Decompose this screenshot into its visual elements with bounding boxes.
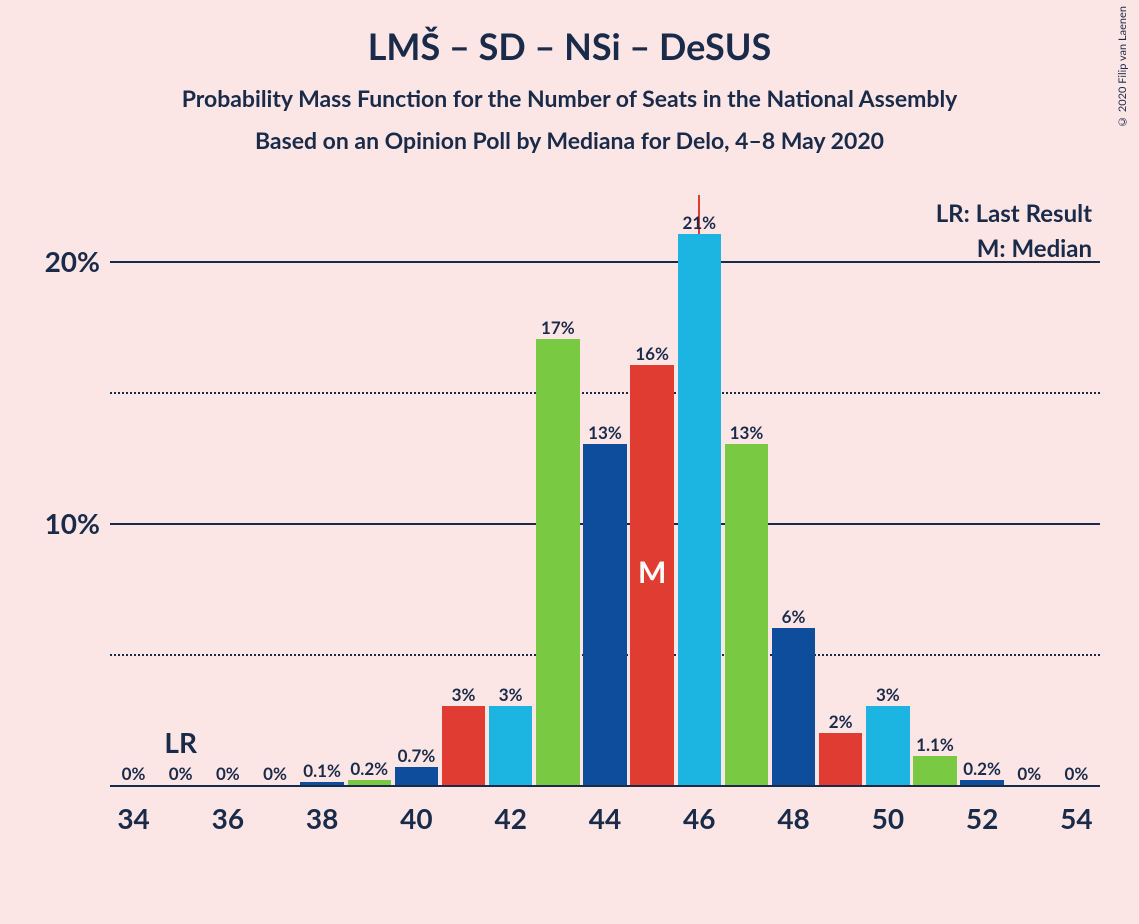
bar — [348, 780, 391, 785]
bar-value-label: 0% — [1026, 763, 1126, 784]
bar — [678, 234, 721, 785]
x-axis-tick: 40 — [400, 801, 432, 835]
chart-subtitle-1: Probability Mass Function for the Number… — [0, 68, 1139, 112]
y-axis-label: 20% — [45, 244, 100, 278]
bar-value-label: 1.1% — [885, 734, 985, 755]
bar — [442, 706, 485, 785]
y-axis-label: 10% — [45, 506, 100, 540]
x-axis-tick: 54 — [1060, 801, 1092, 835]
legend-lr: LR: Last Result — [936, 199, 1092, 228]
bar-value-label: 17% — [508, 317, 608, 338]
plot-area: LR: Last Result M: Median 10%20%0%0%0%0%… — [110, 195, 1100, 845]
x-axis-tick: 50 — [872, 801, 904, 835]
x-axis-tick: 52 — [966, 801, 998, 835]
lr-marker: LR — [164, 725, 197, 759]
chart-subtitle-2: Based on an Opinion Poll by Mediana for … — [0, 112, 1139, 154]
x-axis-tick: 36 — [212, 801, 244, 835]
median-marker: M — [638, 554, 666, 590]
chart-area: LR: Last Result M: Median 10%20%0%0%0%0%… — [110, 195, 1100, 845]
gridline — [110, 392, 1100, 394]
legend-m: M: Median — [936, 234, 1092, 263]
bar — [395, 767, 438, 785]
x-axis-tick: 48 — [777, 801, 809, 835]
bar-value-label: 21% — [649, 212, 749, 233]
x-axis-tick: 38 — [306, 801, 338, 835]
chart-title: LMŠ – SD – NSi – DeSUS — [0, 0, 1139, 68]
bar — [489, 706, 532, 785]
bar — [772, 628, 815, 785]
bar — [819, 733, 862, 785]
x-axis-tick: 42 — [494, 801, 526, 835]
x-axis-tick: 34 — [117, 801, 149, 835]
bar-value-label: 6% — [744, 606, 844, 627]
legend: LR: Last Result M: Median — [936, 199, 1092, 269]
gridline — [110, 261, 1100, 263]
copyright-label: © 2020 Filip van Laenen — [1116, 6, 1129, 128]
bar — [536, 339, 579, 785]
x-axis-tick: 46 — [683, 801, 715, 835]
bar-value-label: 13% — [696, 422, 796, 443]
x-axis — [110, 785, 1100, 787]
bar — [583, 444, 626, 785]
x-axis-tick: 44 — [589, 801, 621, 835]
bar — [300, 782, 343, 785]
bar-value-label: 3% — [838, 684, 938, 705]
